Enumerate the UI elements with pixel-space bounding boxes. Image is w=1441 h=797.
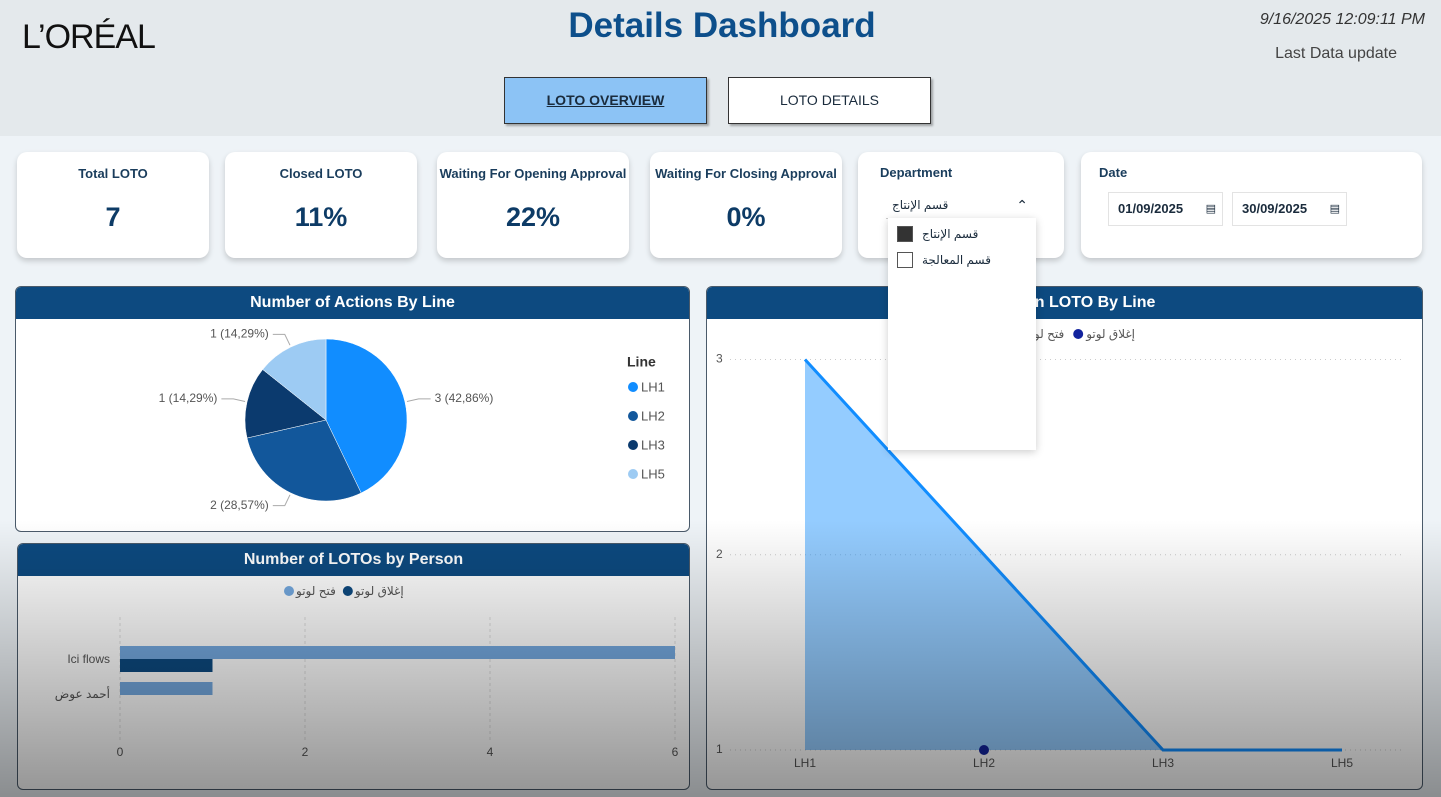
kpi-card: Waiting For Closing Approval 0% (650, 152, 842, 258)
selected-value: قسم الإنتاج (892, 198, 949, 212)
kpi-card: Closed LOTO 11% (225, 152, 417, 258)
kpi-label: Total LOTO (78, 166, 148, 181)
point (979, 745, 989, 755)
dropdown-option[interactable]: قسم المعالجة (897, 252, 991, 270)
chevron: ⌃ (1016, 197, 1028, 213)
legend-label: إغلاق لوتو (1085, 327, 1135, 342)
pie-slice (325, 338, 408, 494)
legend-dot (1073, 329, 1084, 339)
kpi-label: Waiting For Closing Approval (655, 166, 837, 181)
legend-title: Line (627, 354, 656, 370)
tab[interactable]: LOTO DETAILS (728, 77, 931, 124)
checkbox (897, 226, 913, 242)
bar (120, 646, 675, 659)
x-tick-label: 4 (487, 745, 494, 759)
kpi-label: Closed LOTO (279, 166, 363, 181)
bar-panel: Number of LOTOs by Person (17, 543, 690, 790)
kpi-value: 11% (294, 202, 348, 232)
x-tick-label: LH3 (1152, 756, 1174, 770)
data-label: 2 (28,57%) (210, 498, 269, 512)
legend-label: LH3 (641, 437, 665, 452)
calendar-icon: ▤ (1205, 203, 1216, 215)
legend-dot (628, 382, 638, 392)
option-label: قسم الإنتاج (922, 227, 979, 241)
kpi-card: Total LOTO 7 (17, 152, 209, 258)
kpi-value: 0% (726, 202, 766, 232)
data-label: 1 (14,29%) (210, 327, 269, 341)
x-tick-label: LH2 (973, 756, 995, 770)
kpi-value: 22% (505, 202, 561, 232)
dropdown-list: قسم الإنتاج قسم المعالجة (888, 218, 1036, 450)
pie-slice (262, 338, 327, 421)
panel-title: e in LOTO By Line (707, 287, 1422, 319)
kpi-label: Waiting For Opening Approval (439, 166, 627, 181)
filter-label: Date (1099, 165, 1128, 180)
pie-slice (244, 369, 327, 439)
y-tick-label: 1 (716, 742, 723, 756)
x-tick-label: LH1 (794, 756, 816, 770)
last-update: Last Data update (1275, 45, 1397, 62)
option-label: قسم المعالجة (922, 253, 991, 267)
area-fill (805, 359, 1342, 750)
date-start: 01/09/2025 (1118, 201, 1184, 216)
logo: L’ORÉAL (22, 18, 156, 56)
tab[interactable]: LOTO OVERVIEW (504, 77, 707, 124)
bar (120, 682, 213, 695)
y-tick-label: Ici flows (67, 652, 110, 666)
pie-slice (246, 419, 362, 502)
timestamp: 9/16/2025 12:09:11 PM (1259, 11, 1425, 28)
legend-label: فتح لوتو (295, 584, 336, 599)
panel-title: Number of Actions By Line (16, 287, 689, 319)
x-tick-label: LH5 (1331, 756, 1353, 770)
filter-label: Department (880, 165, 953, 180)
line (803, 358, 1342, 752)
leader-line (272, 494, 291, 507)
legend-label: LH2 (641, 408, 665, 423)
x-tick-label: 0 (117, 745, 124, 759)
checkbox (897, 252, 913, 268)
header: L’ORÉAL Details Dashboard 9/16/2025 12:0… (0, 0, 1441, 136)
legend-dot (628, 469, 638, 479)
leader-line (221, 398, 246, 403)
date-input[interactable]: 30/09/2025 ▤ (1232, 192, 1347, 226)
data-label: 1 (14,29%) (159, 391, 218, 405)
legend-dot (284, 586, 294, 596)
date-end: 30/09/2025 (1242, 201, 1308, 216)
legend-label: LH1 (641, 379, 665, 394)
dropdown-option[interactable]: قسم الإنتاج (897, 226, 978, 244)
kpi-card: Waiting For Opening Approval 22% (437, 152, 629, 258)
title: Details Dashboard (568, 6, 876, 45)
legend-label: إغلاق لوتو (354, 584, 404, 599)
x-tick-label: 6 (672, 745, 679, 759)
legend-label: LH5 (641, 466, 665, 481)
leader-line (272, 333, 291, 346)
y-tick-label: 3 (716, 352, 723, 366)
calendar-icon: ▤ (1329, 203, 1340, 215)
leader-line (406, 398, 431, 403)
date-input[interactable]: 01/09/2025 ▤ (1108, 192, 1223, 226)
legend-dot (628, 411, 638, 421)
data-label: 3 (42,86%) (435, 391, 494, 405)
area-panel: e in LOTO By Line (706, 286, 1423, 790)
y-tick-label: 2 (716, 547, 723, 561)
x-tick-label: 2 (302, 745, 309, 759)
y-tick-label: أحمد عوض (55, 686, 110, 702)
kpi-value: 7 (105, 202, 121, 232)
legend-dot (628, 440, 638, 450)
panel-title: Number of LOTOs by Person (18, 544, 689, 576)
date-card: Date 01/09/2025 ▤ 30/09/2025 ▤ (1081, 152, 1422, 258)
bar (120, 659, 213, 672)
legend-dot (342, 586, 353, 596)
